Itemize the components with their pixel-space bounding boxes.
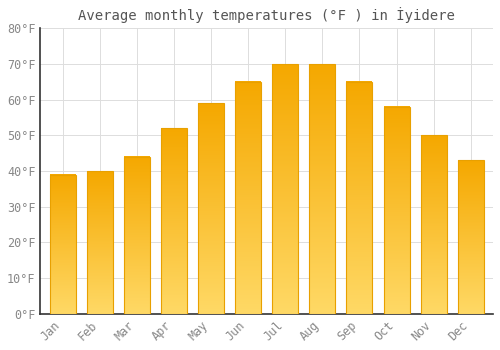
Title: Average monthly temperatures (°F ) in İyidere: Average monthly temperatures (°F ) in İy…	[78, 7, 455, 23]
Bar	[384, 107, 409, 314]
Bar	[310, 64, 336, 314]
Bar	[50, 175, 76, 314]
Bar	[458, 160, 484, 314]
Bar	[161, 128, 187, 314]
Bar	[420, 135, 446, 314]
Bar	[235, 82, 261, 314]
Bar	[86, 171, 113, 314]
Bar	[198, 103, 224, 314]
Bar	[346, 82, 372, 314]
Bar	[272, 64, 298, 314]
Bar	[124, 157, 150, 314]
